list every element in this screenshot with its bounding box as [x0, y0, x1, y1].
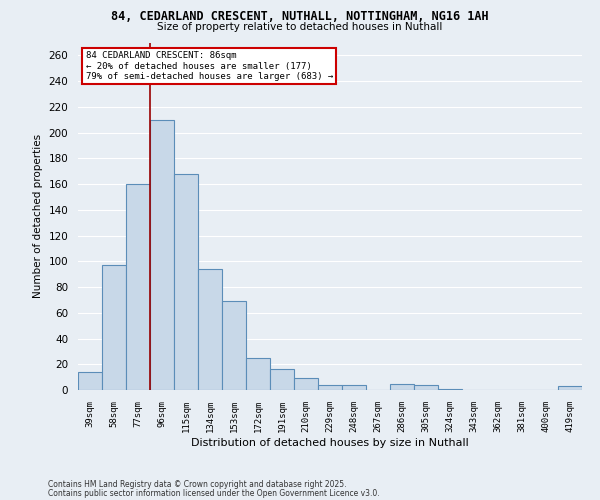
Bar [222, 301, 246, 390]
Text: 84, CEDARLAND CRESCENT, NUTHALL, NOTTINGHAM, NG16 1AH: 84, CEDARLAND CRESCENT, NUTHALL, NOTTING… [111, 10, 489, 23]
Bar [438, 388, 462, 390]
Bar [174, 174, 198, 390]
Text: Contains public sector information licensed under the Open Government Licence v3: Contains public sector information licen… [48, 488, 380, 498]
Y-axis label: Number of detached properties: Number of detached properties [33, 134, 43, 298]
Text: Contains HM Land Registry data © Crown copyright and database right 2025.: Contains HM Land Registry data © Crown c… [48, 480, 347, 489]
Bar [102, 265, 126, 390]
Bar [294, 378, 318, 390]
X-axis label: Distribution of detached houses by size in Nuthall: Distribution of detached houses by size … [191, 438, 469, 448]
Bar [318, 385, 342, 390]
Bar [126, 184, 150, 390]
Bar [78, 372, 102, 390]
Text: 84 CEDARLAND CRESCENT: 86sqm
← 20% of detached houses are smaller (177)
79% of s: 84 CEDARLAND CRESCENT: 86sqm ← 20% of de… [86, 51, 333, 81]
Bar [150, 120, 174, 390]
Bar [558, 386, 582, 390]
Bar [414, 385, 438, 390]
Bar [198, 269, 222, 390]
Text: Size of property relative to detached houses in Nuthall: Size of property relative to detached ho… [157, 22, 443, 32]
Bar [390, 384, 414, 390]
Bar [342, 385, 366, 390]
Bar [270, 370, 294, 390]
Bar [246, 358, 270, 390]
